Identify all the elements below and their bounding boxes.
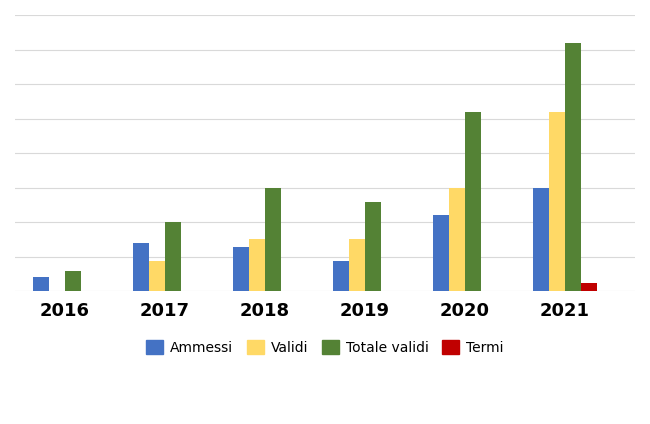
Bar [533, 188, 549, 291]
Bar [581, 283, 597, 291]
Bar [65, 271, 81, 291]
Bar [465, 112, 481, 291]
Bar [349, 239, 365, 291]
Bar [449, 188, 465, 291]
Bar [233, 247, 249, 291]
Bar [165, 222, 181, 291]
Bar [565, 43, 581, 291]
Bar [249, 239, 265, 291]
Bar [365, 201, 381, 291]
Bar [133, 243, 149, 291]
Bar [333, 261, 349, 291]
Bar [265, 188, 281, 291]
Bar [33, 277, 49, 291]
Bar [433, 215, 449, 291]
Bar [549, 112, 565, 291]
Bar [149, 261, 165, 291]
Legend: Ammessi, Validi, Totale validi, Termi: Ammessi, Validi, Totale validi, Termi [141, 334, 509, 360]
